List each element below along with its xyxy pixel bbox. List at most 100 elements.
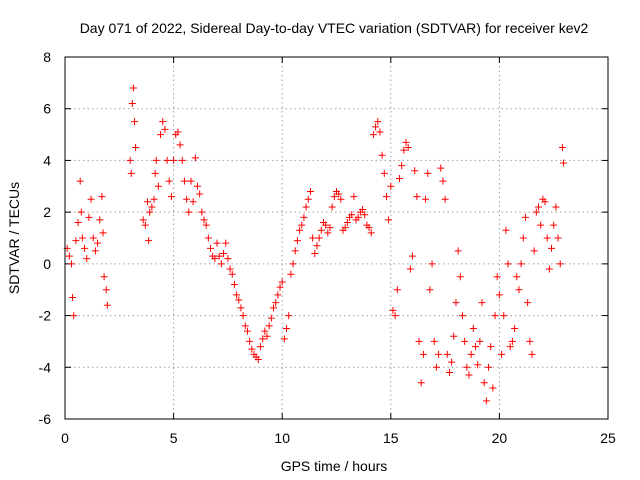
data-point — [148, 203, 156, 211]
y-tick-label: 0 — [43, 256, 51, 272]
data-point — [552, 203, 560, 211]
data-point — [391, 312, 399, 320]
data-point — [415, 337, 423, 345]
data-point — [163, 156, 171, 164]
data-point — [239, 312, 247, 320]
data-point — [367, 229, 375, 237]
data-point — [128, 100, 136, 108]
data-point — [452, 299, 460, 307]
x-tick-label: 25 — [600, 430, 616, 446]
data-point — [87, 195, 95, 203]
data-point — [85, 213, 93, 221]
data-point — [306, 187, 314, 195]
data-point — [78, 234, 86, 242]
data-point — [96, 216, 104, 224]
data-point — [187, 177, 195, 185]
chart-title: Day 071 of 2022, Sidereal Day-to-day VTE… — [80, 20, 589, 36]
data-point — [196, 190, 204, 198]
x-tick-label: 10 — [274, 430, 290, 446]
data-point — [508, 337, 516, 345]
data-point — [521, 213, 529, 221]
data-point — [276, 283, 284, 291]
data-point — [152, 156, 160, 164]
data-point — [146, 208, 154, 216]
data-point — [467, 350, 475, 358]
data-point — [506, 343, 514, 351]
data-point — [374, 118, 382, 126]
data-point — [398, 162, 406, 170]
data-point — [228, 270, 236, 278]
data-point — [450, 332, 458, 340]
data-point — [478, 299, 486, 307]
x-tick-label: 15 — [383, 430, 399, 446]
data-point — [72, 237, 80, 245]
y-tick-label: 8 — [43, 49, 51, 65]
data-point — [395, 175, 403, 183]
data-point — [439, 177, 447, 185]
data-point — [280, 335, 288, 343]
data-point — [430, 337, 438, 345]
data-point — [99, 229, 107, 237]
data-point — [224, 255, 232, 263]
data-point — [343, 218, 351, 226]
data-point — [424, 169, 432, 177]
data-point — [296, 226, 304, 234]
data-point — [241, 322, 249, 330]
data-point — [200, 216, 208, 224]
data-point — [337, 195, 345, 203]
data-point — [537, 221, 545, 229]
data-point — [413, 193, 421, 201]
data-point — [428, 260, 436, 268]
data-point — [243, 327, 251, 335]
data-point — [495, 291, 503, 299]
data-point — [222, 239, 230, 247]
data-point — [300, 213, 308, 221]
data-point — [161, 125, 169, 133]
data-point — [154, 182, 162, 190]
data-point — [256, 343, 264, 351]
data-point — [293, 237, 301, 245]
data-point — [287, 270, 295, 278]
data-point — [417, 379, 425, 387]
data-point — [204, 234, 212, 242]
data-point — [315, 234, 323, 242]
data-point — [456, 273, 464, 281]
data-point — [144, 198, 152, 206]
x-axis-label: GPS time / hours — [281, 458, 388, 474]
data-point — [145, 237, 153, 245]
data-point — [443, 350, 451, 358]
data-point — [378, 151, 386, 159]
data-point — [103, 301, 111, 309]
data-point — [165, 177, 173, 185]
data-point — [432, 363, 440, 371]
data-point — [558, 144, 566, 151]
data-point — [404, 144, 412, 151]
y-tick-label: 2 — [43, 204, 51, 220]
data-point — [213, 239, 221, 247]
data-point — [465, 371, 473, 379]
data-point — [382, 193, 390, 201]
data-point — [435, 350, 443, 358]
data-point — [369, 131, 377, 139]
data-point — [180, 177, 188, 185]
data-point — [350, 193, 358, 201]
data-point — [217, 260, 225, 268]
data-point — [461, 337, 469, 345]
data-point — [328, 203, 336, 211]
data-point — [151, 169, 159, 177]
data-point — [185, 208, 193, 216]
data-point — [283, 325, 291, 332]
data-point — [335, 190, 343, 198]
data-point — [322, 221, 330, 229]
data-point — [272, 299, 280, 307]
data-point — [441, 195, 449, 203]
data-point — [359, 206, 367, 214]
data-point — [261, 327, 269, 335]
y-axis-label: SDTVAR / TECUs — [6, 182, 22, 294]
data-point — [167, 193, 175, 201]
data-point — [365, 224, 373, 232]
data-point — [127, 169, 135, 177]
data-point — [259, 335, 267, 343]
data-point — [126, 156, 134, 164]
